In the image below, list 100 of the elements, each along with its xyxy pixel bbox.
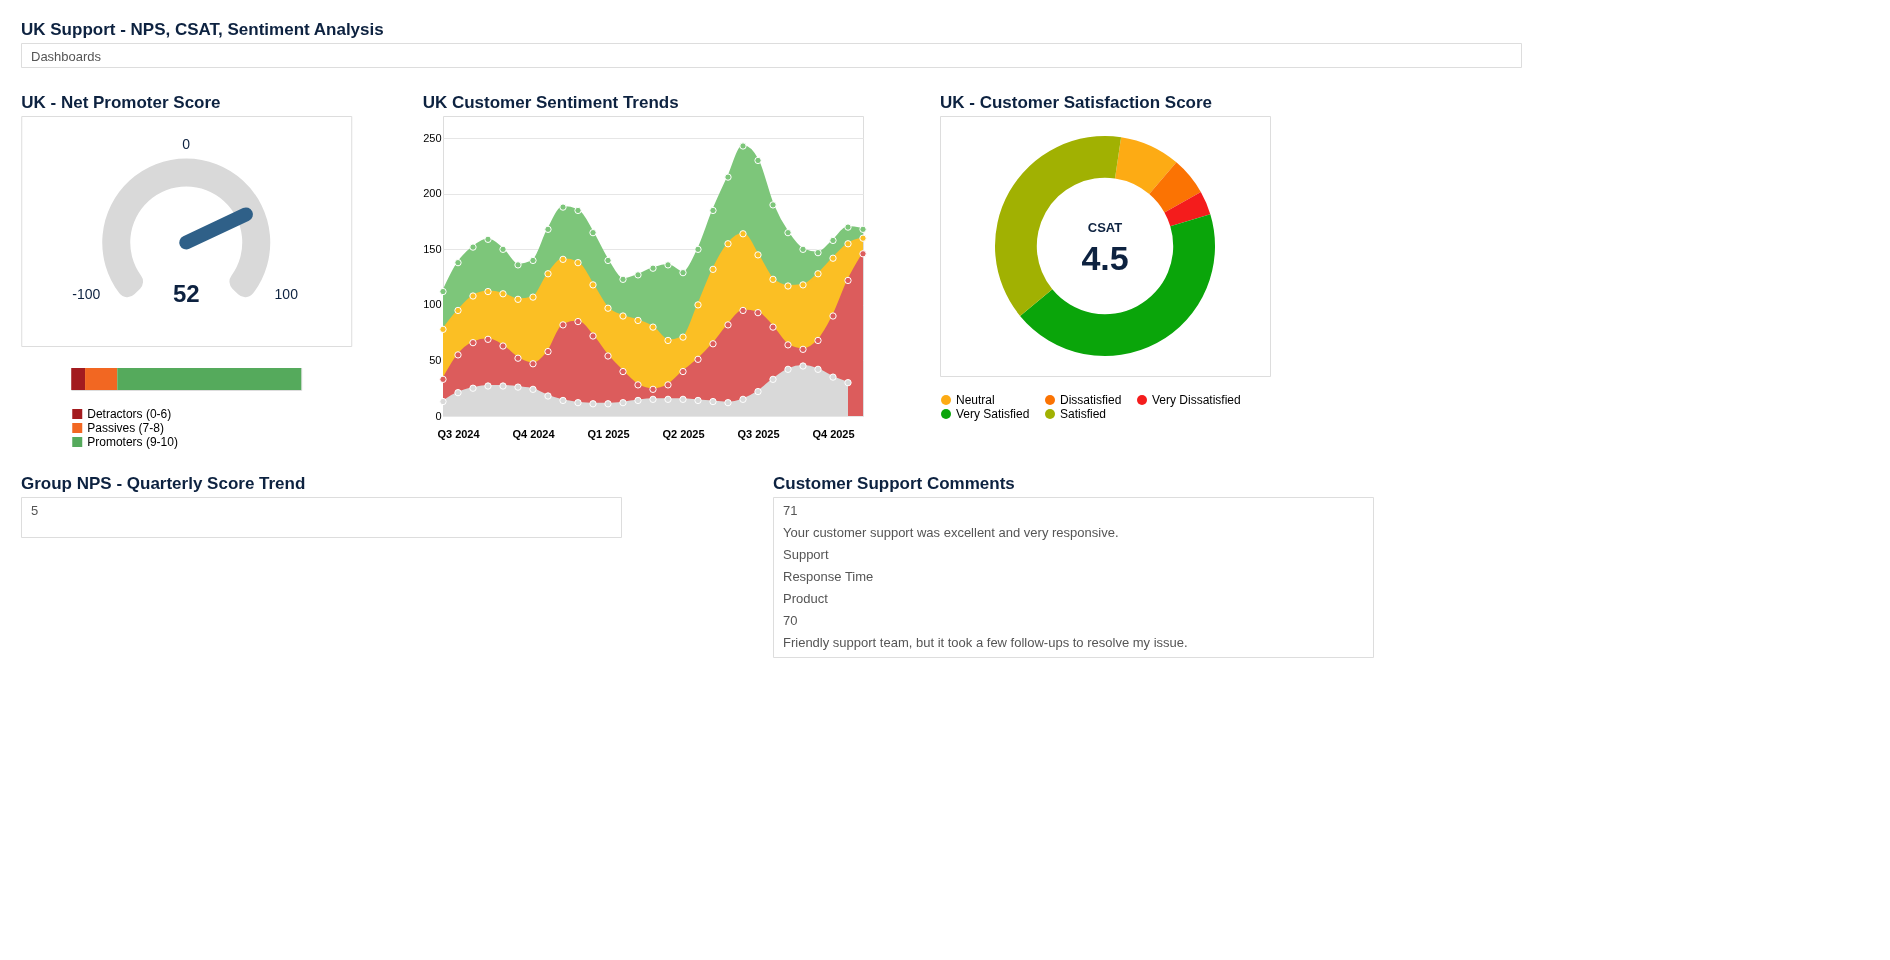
legend-label: Passives (7-8) [87, 421, 164, 435]
x-tick-label: Q3 2024 [437, 427, 481, 440]
point [784, 282, 792, 290]
point [649, 395, 657, 403]
point [649, 264, 657, 272]
point [439, 397, 447, 406]
text: Product [783, 591, 829, 606]
point [574, 206, 582, 215]
point [499, 342, 507, 350]
point [484, 382, 492, 390]
point [454, 306, 462, 315]
point [514, 354, 522, 362]
point [559, 203, 567, 211]
point [454, 259, 462, 267]
point [724, 240, 732, 248]
text: Support [783, 547, 829, 562]
point [814, 336, 822, 345]
point [499, 382, 507, 390]
point [439, 325, 447, 333]
point [499, 245, 507, 253]
point [664, 381, 672, 389]
point [829, 254, 837, 262]
point [619, 367, 627, 376]
y-tick-label: 200 [423, 187, 442, 200]
text: CSAT [1087, 220, 1123, 235]
point [814, 249, 822, 257]
point [514, 261, 522, 269]
point [544, 225, 552, 233]
y-tick-label: 250 [423, 131, 442, 144]
point [664, 261, 672, 269]
donut-slice [1164, 192, 1211, 227]
point [619, 399, 627, 407]
point [769, 201, 777, 209]
donut-slice [1114, 137, 1177, 195]
point [844, 240, 852, 248]
text: Customer Support Comments [773, 474, 1015, 493]
legend-label: Detractors (0-6) [87, 407, 172, 421]
point [829, 236, 837, 245]
y-tick-label: 150 [423, 242, 442, 255]
point [754, 156, 762, 165]
point [634, 316, 642, 325]
point [619, 312, 627, 320]
point [559, 255, 567, 263]
point [799, 245, 807, 253]
point [709, 397, 717, 406]
point [709, 340, 717, 348]
legend-label: Neutral [956, 393, 995, 407]
point [604, 256, 612, 265]
text: Your customer support was excellent and very responsive. [783, 525, 1119, 540]
point [754, 309, 762, 317]
point [784, 229, 792, 237]
x-tick-label: Q4 2025 [812, 427, 855, 440]
x-tick-label: Q2 2025 [662, 427, 705, 440]
point [829, 373, 837, 381]
point [724, 173, 732, 181]
donut-slice [1149, 162, 1201, 213]
donut-slice [1020, 214, 1215, 356]
chart-title: UK - Customer Satisfaction Score [940, 93, 1213, 112]
point [664, 395, 672, 403]
point [634, 396, 642, 405]
point [529, 385, 537, 393]
text: 52 [172, 280, 200, 307]
point [484, 235, 492, 243]
point [844, 379, 852, 387]
point [814, 270, 822, 278]
point [679, 333, 687, 341]
point [574, 399, 582, 407]
point [739, 306, 747, 315]
point [469, 292, 477, 300]
point [799, 362, 807, 370]
point [589, 332, 597, 340]
text: 70 [783, 613, 798, 628]
point [484, 335, 492, 343]
point [559, 396, 567, 405]
point [784, 341, 792, 349]
point [724, 399, 732, 407]
y-tick-label: 50 [429, 353, 442, 366]
text: 5 [31, 503, 39, 518]
point [859, 225, 867, 233]
point [664, 336, 672, 345]
point [769, 323, 777, 331]
point [544, 347, 552, 356]
point [634, 271, 642, 279]
point [604, 304, 612, 312]
point [739, 142, 747, 150]
point [514, 295, 522, 303]
text: 0 [182, 135, 191, 152]
text: 71 [783, 503, 798, 518]
point [739, 230, 747, 238]
point [619, 275, 627, 283]
legend-label: Promoters (9-10) [87, 435, 178, 449]
point [769, 375, 777, 383]
point [544, 270, 552, 278]
point [529, 293, 537, 301]
point [679, 269, 687, 277]
point [499, 290, 507, 298]
text: UK Support - NPS, CSAT, Sentiment Analysis [21, 20, 384, 39]
point [469, 243, 477, 251]
point [754, 251, 762, 259]
point [724, 321, 732, 329]
